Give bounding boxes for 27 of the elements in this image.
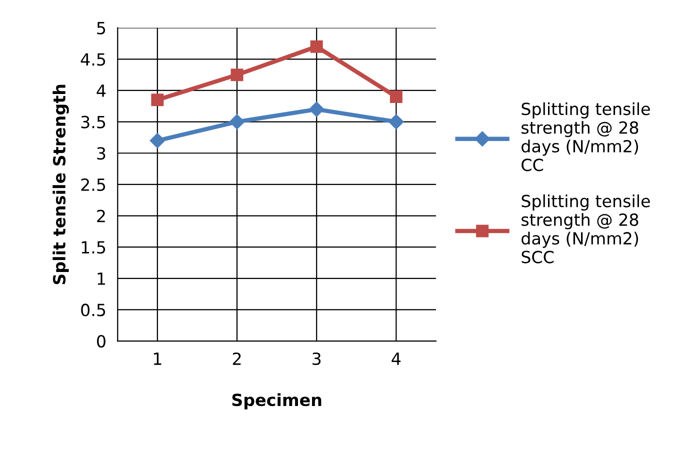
y-tick-label: 5 (97, 22, 106, 34)
x-tick-label: 4 (392, 352, 401, 365)
x-tick-label: 1 (154, 352, 162, 365)
y-tick-label: 1.5 (82, 241, 106, 254)
point (388, 114, 404, 130)
point (230, 68, 244, 82)
point (150, 133, 165, 148)
x-tick-label: 3 (312, 352, 321, 366)
point (229, 114, 245, 130)
x-axis-title: Specimen (232, 393, 322, 410)
y-axis-title: Split tensile Strength (52, 84, 69, 284)
y-tick-label: 2 (97, 210, 105, 222)
point (390, 90, 402, 103)
y-tick-label: 0 (97, 335, 106, 348)
point (151, 94, 164, 106)
y-tick-label: 0.5 (81, 304, 106, 316)
x-tick-label: 2 (232, 352, 241, 365)
y-tick-label: 3 (97, 147, 106, 160)
point (309, 102, 324, 117)
legend-label: Splitting tensile strength @ 28 days (N/mm2) SCC (522, 194, 650, 264)
point (310, 40, 323, 53)
y-tick-label: 1 (98, 272, 105, 285)
legend-label: Splitting tensile strength @ 28 days (N/mm2) CC (522, 102, 650, 172)
y-tick-label: 2.5 (81, 178, 106, 192)
y-tick-label: 4 (96, 84, 106, 97)
y-tick-label: 3.5 (81, 116, 106, 128)
y-tick-label: 4.5 (80, 53, 106, 66)
